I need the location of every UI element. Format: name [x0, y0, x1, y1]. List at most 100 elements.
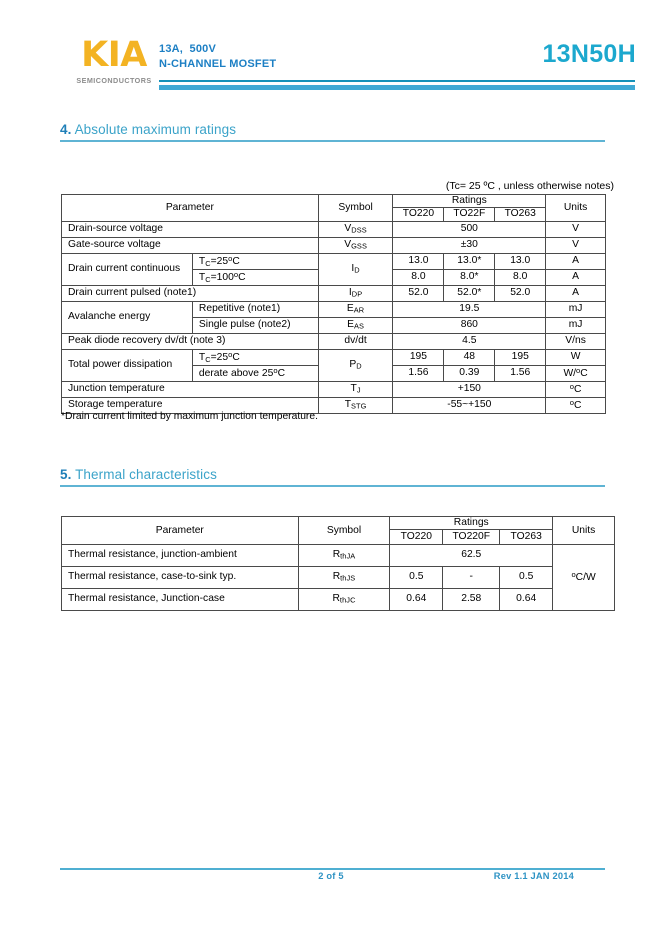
col-header-units: Units [552, 516, 615, 545]
table-row: derate above 25oC 1.56 0.39 1.56 W/oC [62, 364, 606, 382]
table-row: Drain current continuous TC=25oC ID 13.0… [61, 252, 606, 286]
absolute-maximum-ratings-table: Parameter Symbol Ratings Units TO220 TO2… [61, 194, 606, 414]
table-header-row-2: TO220 TO22F TO263 [62, 206, 606, 222]
page-header: KIA SEMICONDUCTORS 13A, 500V N-CHANNEL M… [0, 0, 662, 110]
header-rule-thin [159, 80, 635, 82]
footer-rule [60, 868, 605, 870]
value-rthjc-to263: 0.64 [499, 587, 554, 611]
symbol-idp: IDP [317, 284, 394, 302]
symbol-vdss: VDSS [317, 220, 394, 238]
units-tstg: oC [545, 396, 606, 414]
value-tstg: -55~+150 [392, 396, 547, 414]
col-header-pkg-to220f: TO220F [442, 528, 501, 545]
abs-max-caption: (Tc= 25 ºC , unless otherwise notes) [445, 180, 614, 192]
col-header-parameter: Parameter [61, 516, 299, 545]
units-ear: mJ [545, 300, 606, 318]
logo-subtitle: SEMICONDUCTORS [76, 76, 152, 85]
table-header-row-1: Parameter Symbol Ratings Units [61, 516, 615, 545]
section-5-number: 5. [60, 467, 72, 482]
param-thermal-resistance-junction-case: Thermal resistance, Junction-case [61, 587, 299, 611]
symbol-rthjs: RthJS [297, 565, 391, 589]
product-spec-line: 13A, 500V [159, 43, 217, 55]
cond-repetitive: Repetitive (note1) [191, 300, 319, 318]
value-rthjc-to220f: 2.58 [442, 587, 501, 611]
table-row: Gate-source voltage VGSS ±30 V [61, 236, 606, 254]
value-id-25c-to263: 13.0 [494, 252, 547, 270]
cond-pd-tc-25c: TC=25oC [191, 348, 319, 366]
col-header-pkg-to22f: TO22F [443, 206, 496, 222]
col-header-pkg-to220: TO220 [389, 528, 444, 545]
symbol-tj: TJ [317, 380, 394, 398]
value-eas: 860 [392, 316, 547, 334]
col-header-symbol: Symbol [297, 516, 391, 545]
units-eas: mJ [545, 316, 606, 334]
units-gate-source-voltage: V [545, 236, 606, 254]
col-header-ratings: Ratings [389, 516, 554, 530]
value-rthja: 62.5 [389, 543, 554, 567]
section-5-rule [60, 485, 605, 487]
param-thermal-resistance-junction-ambient: Thermal resistance, junction-ambient [61, 543, 299, 567]
header-rule-thick [159, 85, 635, 90]
footer-revision: Rev 1.1 JAN 2014 [493, 871, 574, 881]
value-id-100c-to22f: 8.0* [443, 268, 496, 286]
value-derate-to22f: 0.39 [443, 364, 496, 382]
value-gate-source-voltage: ±30 [392, 236, 547, 254]
param-avalanche-energy: Avalanche energy [61, 300, 193, 334]
param-drain-current-continuous: Drain current continuous [61, 252, 193, 286]
value-id-25c-to220: 13.0 [392, 252, 445, 270]
section-4-heading: Absolute maximum ratings [74, 122, 237, 137]
logo-wordmark: KIA [81, 35, 147, 75]
thermal-characteristics-table: Parameter Symbol Ratings Units TO220 TO2… [61, 516, 615, 611]
col-header-ratings: Ratings [392, 194, 547, 208]
units-pd: W [545, 348, 606, 366]
col-header-pkg-to263: TO263 [499, 528, 554, 545]
symbol-vgss: VGSS [317, 236, 394, 254]
section-4-rule [60, 140, 605, 142]
value-idp-to22f: 52.0* [443, 284, 496, 302]
section-4-number: 4. [60, 122, 72, 137]
table-row: Drain-source voltage VDSS 500 V [61, 220, 606, 238]
table-row: Peak diode recovery dv/dt (note 3) dv/dt… [61, 332, 606, 350]
value-derate-to220: 1.56 [392, 364, 445, 382]
units-id-100c: A [545, 268, 606, 286]
units-id-25c: A [545, 252, 606, 270]
product-type-line: N-CHANNEL MOSFET [159, 58, 277, 71]
value-idp-to220: 52.0 [392, 284, 445, 302]
value-derate-to263: 1.56 [494, 364, 547, 382]
value-pd-to263: 195 [494, 348, 547, 366]
section-absolute-maximum-ratings: 4. Absolute maximum ratings [60, 122, 605, 142]
table-row: Total power dissipation TC=25oC PD 195 4… [61, 348, 606, 382]
param-junction-temperature: Junction temperature [61, 380, 319, 398]
units-thermal-resistance: oC/W [552, 543, 615, 611]
symbol-rthja: RthJA [297, 543, 391, 567]
section-4-title: 4. Absolute maximum ratings [60, 122, 605, 137]
table-header-row-1: Parameter Symbol Ratings Units [61, 194, 606, 222]
param-storage-temperature: Storage temperature [61, 396, 319, 414]
param-drain-source-voltage: Drain-source voltage [61, 220, 319, 238]
symbol-id: ID [317, 252, 394, 286]
param-total-power-dissipation: Total power dissipation [61, 348, 193, 382]
value-id-25c-to22f: 13.0* [443, 252, 496, 270]
units-dvdt: V/ns [545, 332, 606, 350]
table-row: Junction temperature TJ +150 oC [61, 380, 606, 398]
cond-single-pulse: Single pulse (note2) [191, 316, 319, 334]
section-thermal-characteristics: 5. Thermal characteristics [60, 467, 605, 487]
param-thermal-resistance-case-to-sink: Thermal resistance, case-to-sink typ. [61, 565, 299, 589]
value-idp-to263: 52.0 [494, 284, 547, 302]
value-rthjs-to220: 0.5 [389, 565, 444, 589]
cond-derate: derate above 25oC [191, 364, 319, 382]
value-dvdt: 4.5 [392, 332, 547, 350]
company-logo: KIA SEMICONDUCTORS [58, 35, 170, 86]
value-tj: +150 [392, 380, 547, 398]
units-idp: A [545, 284, 606, 302]
table-row: Thermal resistance, junction-ambient Rth… [61, 543, 615, 611]
col-header-pkg-to220: TO220 [392, 206, 445, 222]
value-rthjs-to220f: - [442, 565, 501, 589]
footer-page-number: 2 of 5 [318, 871, 344, 881]
table-row: Thermal resistance, Junction-case RthJC … [61, 587, 615, 611]
cond-tc-25c: TC=25oC [191, 252, 319, 270]
table-row: Thermal resistance, case-to-sink typ. Rt… [61, 565, 615, 589]
symbol-dvdt: dv/dt [317, 332, 394, 350]
symbol-ear: EAR [317, 300, 394, 318]
param-peak-diode-recovery: Peak diode recovery dv/dt (note 3) [61, 332, 319, 350]
